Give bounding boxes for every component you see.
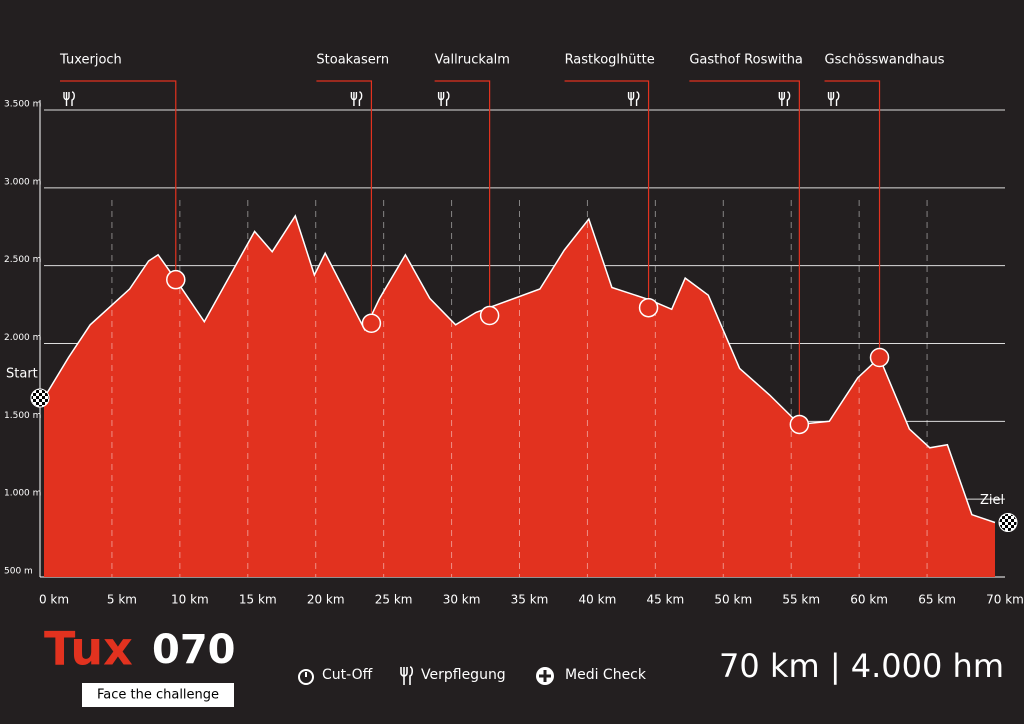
plot: 500 m 1.000 m 1.500 m 2.000 m 2.500 m 3.000 m… [4,53,1024,607]
start-label: Start [6,366,38,381]
station-marker [869,347,890,368]
leader-line [689,80,800,425]
station-marker [361,313,382,334]
x-tick-label: 25 km [375,593,413,607]
station-marker [166,269,186,290]
y-tick-label: 2.000 m [4,333,41,343]
station-label: Rastkoglhütte [565,53,655,68]
medic-icon [539,670,551,682]
station-marker [479,305,500,326]
x-tick-label: 50 km [714,593,752,607]
finish-label: Ziel [980,493,1004,508]
leader-line [60,80,177,280]
station-label: Gschösswandhaus [825,53,945,68]
station-label: Tuxerjoch [59,53,122,68]
y-tick-label: 3.000 m [4,177,41,187]
leader-line [564,80,650,308]
legend: Cut-Off Verpflegung Medi Check [298,666,647,685]
y-tick-label: 500 m [4,567,33,577]
x-tick-label: 20 km [307,593,345,607]
station-label: Stoakasern [316,53,389,68]
fork-icon [350,91,363,106]
x-tick-label: 40 km [579,593,617,607]
summary: 70 km | 4.000 hm [719,647,1004,685]
x-tick-label: 10 km [171,593,209,607]
brand-number: 070 [152,627,236,673]
legend-label: Cut-Off [322,667,373,683]
x-tick-label: 15 km [239,593,277,607]
cutoff-icon [298,669,314,685]
leader-line [316,80,373,324]
legend-label: Verpflegung [421,667,506,683]
x-tick-label: 30 km [443,593,481,607]
x-tick-label: 70 km [986,593,1024,607]
start-marker [30,388,50,408]
station-label: Gasthof Roswitha [689,53,803,68]
fork-icon [400,666,414,685]
y-tick-label: 3.500 m [4,100,41,110]
fork-icon [627,91,640,106]
fork-icon [63,91,75,106]
station-label: Vallruckalm [435,53,510,68]
x-tick-label: 55 km [782,593,820,607]
fork-icon [778,91,791,106]
x-tick-label: 35 km [511,593,549,607]
brand: Tux [44,622,133,676]
y-tick-label: 1.500 m [4,411,41,421]
x-tick-label: 65 km [918,593,956,607]
y-tick-label: 2.500 m [4,255,41,265]
x-tick-label: 45 km [646,593,684,607]
y-tick-label: 1.000 m [4,489,41,499]
leader-line [434,80,491,316]
x-tick-label: 0 km [39,593,69,607]
finish-marker [998,513,1018,533]
legend-label: Medi Check [565,667,647,683]
leader-line [824,80,881,358]
tagline-box [82,683,234,707]
area [44,215,995,577]
tagline: Face the challenge [97,688,219,703]
x-tick-label: 60 km [850,593,888,607]
station-marker [638,297,659,318]
station-marker [789,414,810,435]
fork-icon [827,91,840,106]
fork-icon [437,91,450,106]
x-tick-label: 5 km [107,593,137,607]
